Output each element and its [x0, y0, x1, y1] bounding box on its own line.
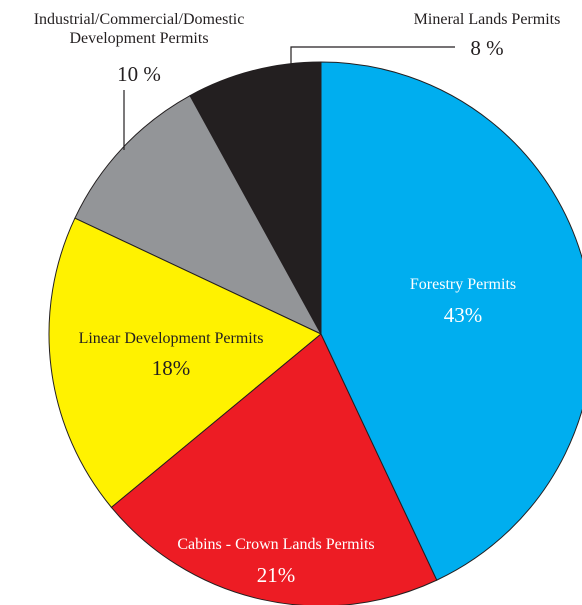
- value-label: 8 %: [470, 36, 504, 60]
- slice-label: Forestry Permits: [409, 276, 517, 293]
- pie-slice: [320, 61, 582, 581]
- value-label: 21%: [256, 563, 296, 587]
- pie-slice: [189, 61, 322, 335]
- value-label: 43%: [443, 303, 483, 327]
- slice-label: Linear Development Permits: [78, 330, 264, 347]
- leader-line: [290, 46, 455, 65]
- pie-slice: [110, 333, 438, 605]
- slice-label: Industrial/Commercial/Domestic Developme…: [33, 11, 245, 48]
- pie-slice: [48, 217, 322, 509]
- slice-label: Cabins - Crown Lands Permits: [177, 536, 375, 553]
- pie-slice: [74, 94, 323, 336]
- value-label: 18%: [151, 356, 191, 380]
- value-label: 10 %: [117, 62, 161, 86]
- slice-label: Mineral Lands Permits: [413, 11, 561, 28]
